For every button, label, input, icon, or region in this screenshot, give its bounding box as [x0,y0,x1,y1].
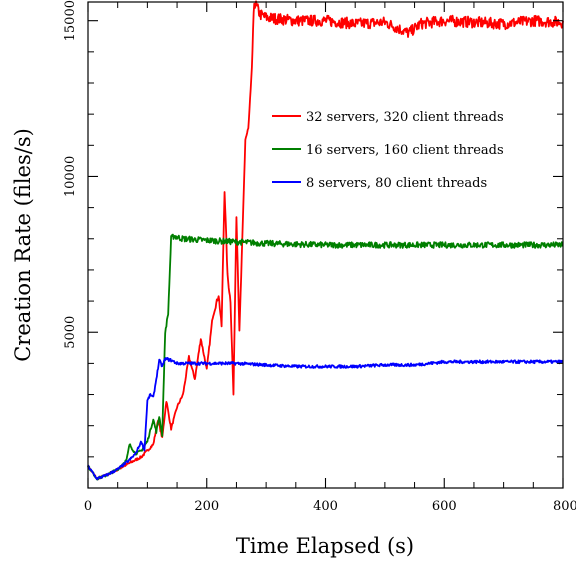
series-layer [87,0,564,481]
y-axis-label: Creation Rate (files/s) [11,128,35,362]
series-line-32-servers [87,0,564,481]
x-tick-label: 800 [553,499,576,514]
tick-labels: 0 200 400 600 800 5000 10000 15000 [63,0,576,514]
y-tick-label: 5000 [63,316,78,349]
x-tick-label: 0 [84,499,92,514]
series-line-8-servers [87,357,564,481]
x-tick-label: 600 [432,499,457,514]
ticks-layer [87,2,564,488]
legend: 32 servers, 320 client threads 16 server… [272,110,504,191]
y-tick-label: 10000 [63,156,78,197]
legend-label-8-servers: 8 servers, 80 client threads [306,176,487,191]
x-tick-label: 200 [194,499,219,514]
legend-label-32-servers: 32 servers, 320 client threads [306,110,504,125]
series-line-16-servers [87,233,564,481]
legend-label-16-servers: 16 servers, 160 client threads [306,143,504,158]
x-tick-label: 400 [313,499,338,514]
y-tick-label: 15000 [63,0,78,41]
x-axis-label: Time Elapsed (s) [236,534,414,558]
